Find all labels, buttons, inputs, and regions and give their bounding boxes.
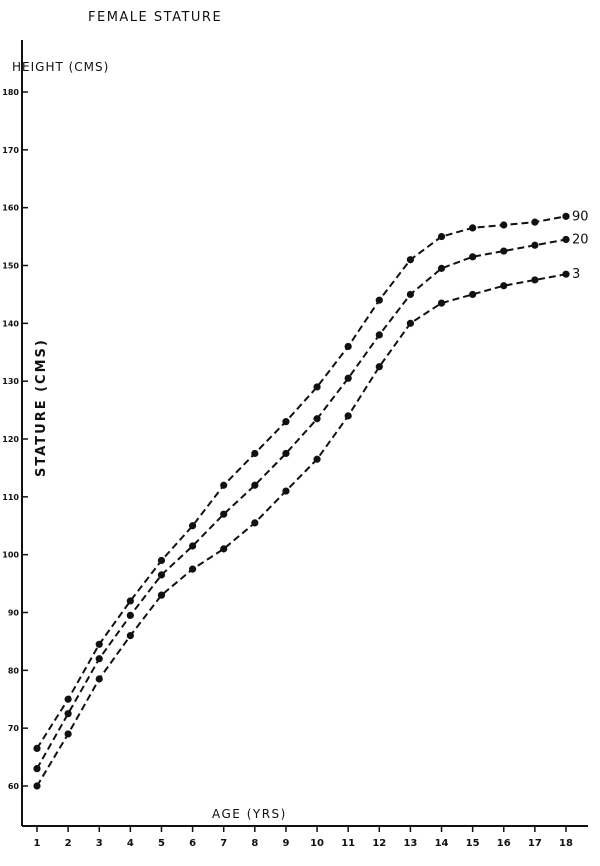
x-tick-label: 16	[497, 838, 511, 849]
x-tick-label: 1	[34, 838, 41, 849]
x-tick-label: 17	[528, 838, 542, 849]
data-point	[282, 418, 290, 426]
data-point	[220, 510, 228, 518]
data-point	[562, 212, 570, 220]
data-point	[437, 232, 446, 241]
data-point	[500, 282, 508, 290]
x-tick-label: 15	[466, 838, 480, 849]
x-tick-label: 10	[310, 838, 324, 849]
data-point	[282, 487, 290, 495]
data-point	[64, 710, 72, 718]
series-line-20	[36, 238, 567, 770]
data-point	[500, 221, 508, 229]
data-point	[282, 449, 290, 458]
data-point	[344, 342, 352, 351]
data-point	[375, 296, 383, 304]
y-tick-label: 180	[2, 88, 19, 97]
y-tick-label: 80	[8, 666, 20, 675]
data-point	[157, 571, 166, 579]
data-point	[313, 383, 321, 391]
chart-title: FEMALE STATURE	[88, 10, 222, 25]
data-point	[220, 481, 228, 489]
data-point	[469, 224, 477, 232]
data-point	[251, 449, 259, 458]
data-point	[406, 290, 415, 299]
data-point	[126, 632, 134, 640]
data-point	[344, 374, 352, 382]
x-tick-label: 5	[158, 838, 165, 849]
x-tick-label: 3	[96, 838, 103, 849]
y-tick-label: 60	[8, 782, 20, 791]
data-point	[469, 290, 477, 299]
series-line-90	[36, 215, 567, 749]
data-point	[562, 270, 570, 278]
x-tick-label: 4	[127, 838, 134, 849]
y-tick-label: 90	[8, 609, 20, 618]
data-point	[375, 331, 383, 339]
data-point	[406, 256, 415, 264]
side-axis-label: STATURE (CMS)	[34, 338, 49, 477]
x-tick-label: 7	[220, 838, 227, 849]
data-point	[95, 640, 103, 648]
data-point	[126, 611, 134, 619]
data-point	[188, 542, 197, 550]
data-point	[188, 522, 197, 530]
data-point	[344, 412, 352, 420]
x-tick-label: 11	[341, 838, 355, 849]
x-tick-label: 2	[65, 838, 72, 849]
data-point	[95, 655, 103, 663]
y-tick-label: 130	[2, 377, 19, 386]
y-tick-label: 160	[2, 204, 19, 213]
data-point	[157, 591, 166, 599]
data-point	[531, 241, 539, 249]
y-tick-label: 140	[2, 319, 19, 328]
data-point	[251, 519, 259, 527]
data-point	[64, 695, 72, 703]
data-point	[33, 744, 41, 753]
y-ticks: 60 70 80 90 100 110 120 130 140 150 160 170 180	[2, 88, 28, 791]
data-point	[531, 276, 539, 284]
data-point	[33, 765, 41, 773]
x-tick-label: 9	[282, 838, 289, 849]
y-tick-label: 150	[2, 262, 19, 271]
y-tick-label: 170	[2, 146, 19, 155]
y-tick-label: 100	[2, 551, 19, 560]
data-point	[562, 235, 570, 244]
data-point	[437, 299, 446, 307]
data-point	[531, 218, 539, 226]
series-label: 3	[572, 267, 580, 282]
x-tick-label: 14	[435, 838, 449, 849]
y-tick-label: 110	[2, 493, 19, 502]
data-point	[313, 455, 321, 463]
x-ticks: 1 2 3 4 5 6 7 8 9 10 11 12 13 14 15 16 17 18	[34, 826, 573, 849]
data-point	[95, 675, 103, 683]
data-point	[126, 597, 134, 605]
x-tick-label: 18	[559, 838, 573, 849]
data-point	[251, 481, 259, 489]
data-point	[64, 730, 72, 738]
data-point	[157, 556, 166, 565]
data-point	[375, 363, 383, 371]
data-point	[406, 319, 415, 327]
x-tick-label: 12	[372, 838, 386, 849]
data-point	[220, 545, 228, 553]
data-point	[469, 253, 477, 261]
x-tick-label: 6	[189, 838, 196, 849]
data-point	[33, 782, 41, 790]
y-axis-title: HEIGHT (CMS)	[12, 60, 109, 74]
series-label: 90	[572, 209, 589, 224]
data-point	[437, 264, 446, 272]
series-label: 20	[572, 232, 589, 247]
data-point	[500, 247, 508, 255]
data-point	[313, 415, 321, 423]
y-tick-label: 70	[8, 724, 20, 733]
data-point	[188, 565, 197, 573]
x-axis-title: AGE (YRS)	[212, 807, 287, 821]
x-tick-label: 8	[251, 838, 258, 849]
x-tick-label: 13	[403, 838, 417, 849]
series-group: 90 20 3	[33, 209, 589, 790]
series-line-3	[36, 273, 567, 787]
y-tick-label: 120	[2, 435, 19, 444]
